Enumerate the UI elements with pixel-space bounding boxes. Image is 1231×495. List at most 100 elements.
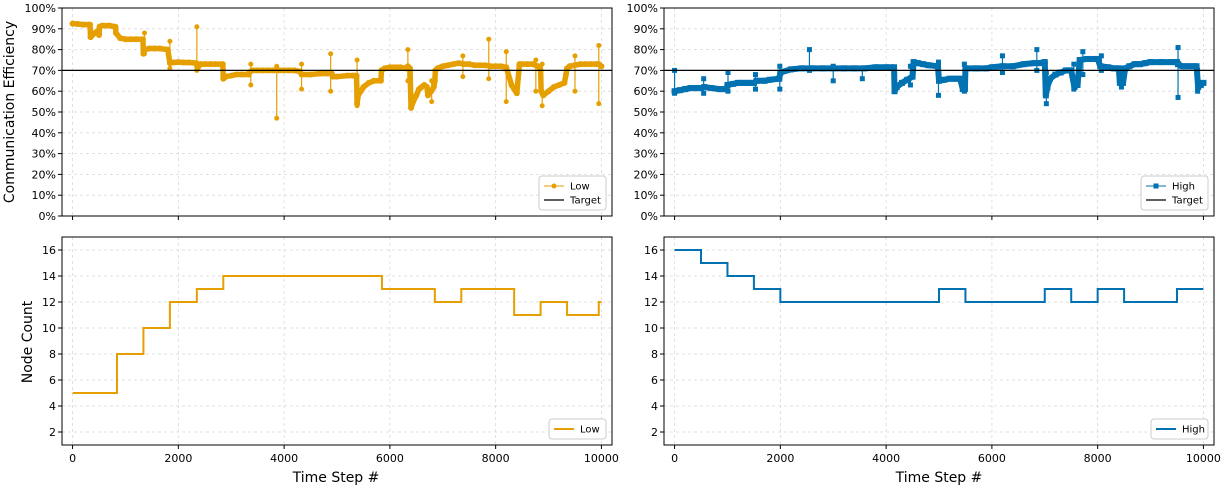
data-point: [1136, 61, 1143, 68]
data-point: [69, 20, 76, 27]
legend-label: Low: [580, 425, 600, 436]
y-tick-label: 30%: [32, 148, 56, 161]
data-point: [777, 69, 784, 76]
spike-marker: [701, 76, 707, 82]
panel-nodes-high: 0 2000 4000 6000 8000 10000 2 4 6 8 10 12 14 16 High: [644, 236, 1221, 465]
data-point: [180, 59, 187, 66]
x-tick-label: 0: [671, 452, 678, 465]
spike-marker: [806, 47, 812, 53]
data-point: [408, 104, 415, 111]
axes-frame: [61, 236, 613, 446]
spike-marker: [533, 88, 539, 94]
data-point: [910, 59, 917, 66]
y-tick-label: 4: [651, 400, 658, 413]
data-point: [233, 71, 240, 78]
data-point: [122, 36, 129, 43]
data-point: [471, 62, 478, 69]
data-point: [141, 46, 148, 53]
spike-marker: [1175, 45, 1181, 51]
spike-marker: [142, 30, 147, 36]
y-tick-label: 8: [49, 348, 56, 361]
data-point: [861, 65, 868, 72]
data-point: [307, 71, 314, 78]
y-tick-label: 100%: [25, 2, 56, 15]
data-point: [371, 77, 378, 84]
spike-marker: [486, 76, 492, 82]
data-point: [503, 64, 510, 71]
spike-marker: [572, 88, 578, 94]
data-point: [139, 36, 146, 43]
spike-marker: [1034, 47, 1040, 53]
data-point: [492, 63, 499, 70]
data-point: [466, 61, 473, 68]
data-point: [228, 72, 235, 79]
spike-marker: [752, 86, 758, 92]
data-point: [946, 75, 953, 82]
legend: High: [1150, 418, 1209, 440]
data-point: [1116, 79, 1123, 86]
y-tick-label: 100%: [627, 2, 658, 15]
data-point: [708, 85, 715, 92]
y-tick-label: 60%: [32, 85, 56, 98]
x-tick-label: 2000: [164, 452, 192, 465]
panel-eff-low: 0% 10% 20% 30% 40% 50% 60% 70% 80% 90% 100% Low Targ…: [25, 2, 613, 223]
data-point: [798, 65, 805, 72]
spike-marker: [460, 53, 466, 59]
x-tick-label: 6000: [376, 452, 404, 465]
data-point: [936, 77, 942, 84]
data-point: [439, 63, 446, 70]
data-point: [1184, 63, 1191, 70]
data-point: [170, 59, 177, 66]
data-point: [334, 73, 340, 80]
data-point: [87, 21, 94, 28]
data-point: [1105, 64, 1112, 71]
legend-marker: [1153, 183, 1159, 189]
data-point: [676, 87, 683, 94]
y-tick-label: 12: [644, 296, 658, 309]
data-point: [497, 63, 504, 70]
y-tick-label: 10%: [32, 189, 56, 202]
panel-nodes-low: 0 2000 4000 6000 8000 10000 2 4 6 8 10 12 14 16 Low: [42, 236, 619, 465]
spike-marker: [405, 47, 411, 53]
y-tick-label: 16: [42, 244, 56, 257]
data-point: [156, 45, 163, 52]
data-point: [1071, 84, 1078, 91]
y-tick-label: 16: [644, 244, 658, 257]
axes-frame: [663, 7, 1215, 217]
spike-marker: [354, 57, 360, 63]
legend-label-target: Target: [1171, 196, 1203, 207]
y-tick-label: 10: [644, 322, 658, 335]
data-point: [1175, 61, 1182, 68]
y-tick-label: 30%: [634, 148, 658, 161]
data-point: [723, 86, 730, 93]
data-point: [1047, 75, 1054, 82]
data-point: [413, 92, 420, 99]
data-point: [745, 79, 752, 86]
data-point: [999, 63, 1006, 70]
legend-marker: [551, 183, 557, 189]
data-point: [476, 62, 483, 69]
y-tick-label: 50%: [634, 106, 658, 119]
data-point: [197, 61, 204, 68]
data-point: [207, 61, 214, 68]
ylabel-top: Communication Efficiency: [2, 21, 18, 203]
x-tick-label: 10000: [1186, 452, 1221, 465]
spike-marker: [859, 76, 865, 82]
spike-marker: [248, 82, 254, 88]
spike-marker: [572, 53, 578, 59]
data-point: [106, 22, 113, 29]
spike-marker: [935, 59, 941, 65]
legend-label: High: [1182, 425, 1205, 436]
data-point: [146, 45, 153, 52]
data-point: [941, 76, 948, 83]
spike-marker: [248, 61, 254, 67]
data-point: [386, 64, 393, 71]
data-point: [354, 100, 361, 107]
legend: Low Target: [538, 175, 607, 211]
data-point: [556, 81, 563, 88]
spike-marker: [999, 69, 1005, 75]
y-tick-label: 10: [42, 322, 56, 335]
data-point: [117, 35, 124, 42]
data-point: [840, 65, 847, 72]
